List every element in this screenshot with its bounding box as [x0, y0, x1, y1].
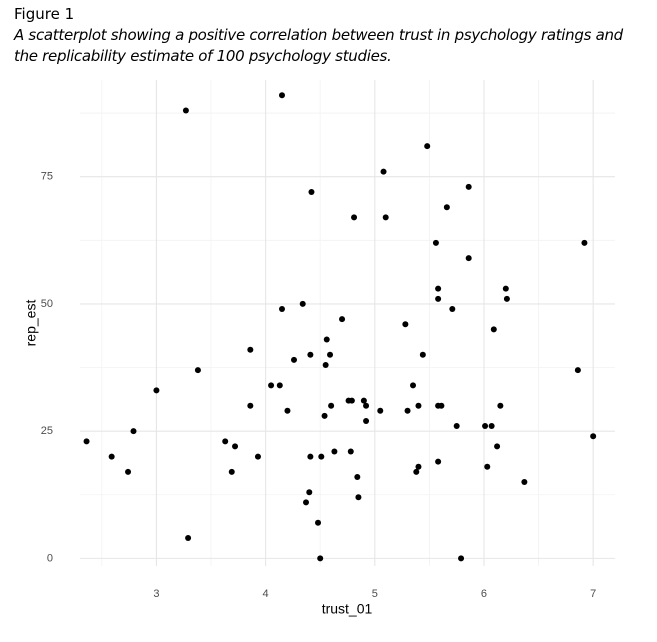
- point: [278, 306, 285, 313]
- point: [458, 555, 465, 562]
- point: [291, 356, 297, 363]
- x-tick-label: 3: [153, 588, 159, 600]
- point: [484, 463, 491, 470]
- point: [443, 204, 450, 211]
- point: [435, 285, 442, 292]
- point: [185, 535, 192, 542]
- point: [410, 382, 417, 389]
- point: [449, 306, 456, 313]
- point: [328, 402, 335, 409]
- point: [83, 438, 90, 445]
- point: [355, 494, 362, 501]
- point: [438, 402, 445, 409]
- x-axis-title: trust_01: [322, 601, 373, 617]
- point: [363, 402, 370, 409]
- point: [435, 295, 442, 302]
- x-tick-label: 4: [263, 588, 269, 600]
- point: [276, 382, 283, 389]
- point: [323, 336, 330, 343]
- y-tick-label: 50: [41, 298, 53, 310]
- point: [308, 188, 315, 195]
- caption: A scatterplot showing a positive correla…: [14, 26, 623, 65]
- point: [194, 367, 201, 374]
- point: [354, 473, 361, 480]
- point: [232, 443, 239, 450]
- point: [222, 438, 229, 445]
- point: [402, 321, 409, 328]
- y-axis-title: rep_est: [23, 300, 39, 347]
- point: [331, 448, 338, 455]
- point: [247, 402, 254, 409]
- y-tick-label: 25: [41, 425, 53, 437]
- point: [415, 463, 422, 470]
- point: [351, 214, 358, 221]
- point: [247, 346, 254, 353]
- y-tick-label: 0: [47, 552, 53, 564]
- point: [307, 453, 314, 460]
- point: [590, 433, 597, 440]
- point: [404, 407, 411, 414]
- point: [424, 143, 431, 150]
- point: [347, 448, 354, 455]
- point: [228, 468, 235, 475]
- point: [321, 412, 328, 419]
- point: [315, 519, 322, 526]
- point: [521, 479, 528, 486]
- point: [360, 397, 367, 404]
- point: [363, 417, 370, 424]
- point: [503, 295, 510, 302]
- point: [303, 499, 310, 506]
- point: [268, 382, 275, 389]
- point: [502, 285, 509, 292]
- point: [581, 239, 588, 246]
- point: [574, 367, 581, 374]
- point: [317, 555, 324, 562]
- point: [482, 423, 489, 430]
- point: [318, 453, 325, 460]
- point: [322, 361, 329, 368]
- point: [465, 255, 472, 262]
- point: [284, 407, 291, 414]
- point: [327, 351, 334, 358]
- point: [108, 453, 115, 460]
- point: [339, 316, 346, 323]
- point: [453, 423, 460, 430]
- figure-label: Figure 1: [14, 5, 75, 23]
- point: [415, 402, 422, 409]
- point: [497, 402, 504, 409]
- point: [413, 468, 420, 475]
- point: [490, 326, 497, 333]
- point: [494, 443, 501, 450]
- point: [125, 468, 132, 475]
- point: [465, 183, 472, 190]
- x-tick-label: 5: [372, 588, 378, 600]
- point: [382, 214, 389, 221]
- y-tick-label: 75: [41, 171, 53, 183]
- point: [380, 168, 387, 175]
- point: [299, 300, 306, 307]
- point: [306, 489, 313, 496]
- point: [254, 453, 261, 460]
- point: [130, 428, 137, 435]
- point: [488, 423, 495, 430]
- x-tick-label: 7: [590, 588, 596, 600]
- point: [377, 407, 384, 414]
- point: [153, 387, 160, 394]
- point: [348, 397, 355, 404]
- x-tick-label: 6: [481, 588, 487, 600]
- point: [419, 351, 426, 358]
- point: [432, 239, 439, 246]
- point: [278, 92, 285, 99]
- point: [435, 458, 442, 465]
- point: [182, 107, 189, 114]
- point: [307, 351, 314, 358]
